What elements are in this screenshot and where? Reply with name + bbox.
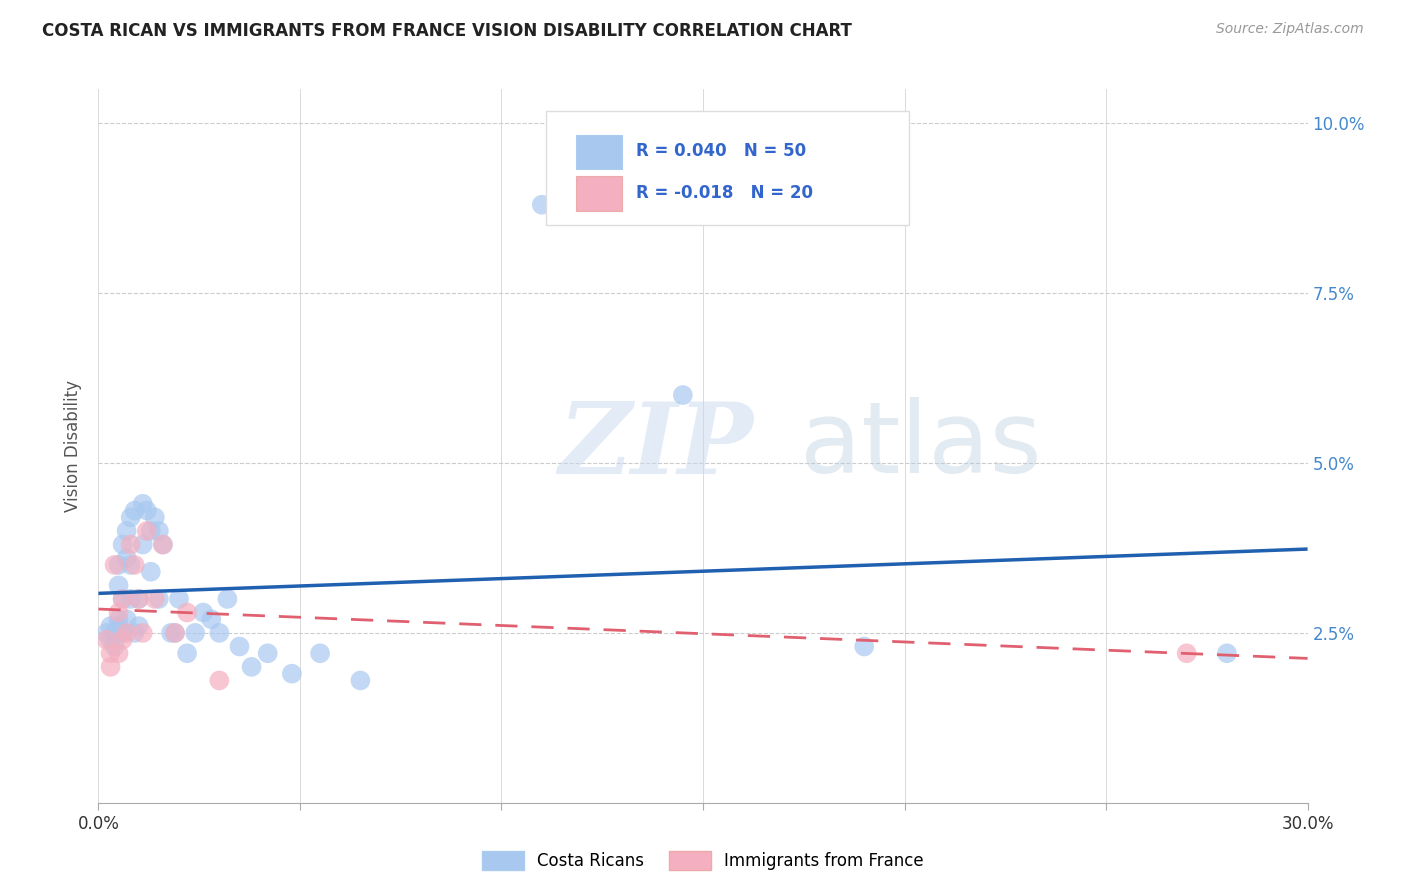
Point bbox=[160, 626, 183, 640]
Point bbox=[132, 626, 155, 640]
Point bbox=[139, 565, 162, 579]
Point bbox=[256, 646, 278, 660]
Text: R = -0.018   N = 20: R = -0.018 N = 20 bbox=[637, 184, 814, 202]
Point bbox=[135, 524, 157, 538]
Point bbox=[132, 537, 155, 551]
Point bbox=[349, 673, 371, 688]
Point bbox=[100, 619, 122, 633]
Point bbox=[100, 646, 122, 660]
Text: R = 0.040   N = 50: R = 0.040 N = 50 bbox=[637, 143, 807, 161]
Point bbox=[208, 626, 231, 640]
Point bbox=[281, 666, 304, 681]
Point bbox=[148, 524, 170, 538]
Point bbox=[128, 591, 150, 606]
Point bbox=[120, 510, 142, 524]
Point bbox=[111, 537, 134, 551]
Text: ZIP: ZIP bbox=[558, 398, 752, 494]
Point bbox=[103, 640, 125, 654]
Point bbox=[530, 198, 553, 212]
Point bbox=[184, 626, 207, 640]
FancyBboxPatch shape bbox=[546, 111, 908, 225]
Point bbox=[228, 640, 250, 654]
Point bbox=[163, 626, 186, 640]
Point bbox=[152, 537, 174, 551]
Point bbox=[115, 524, 138, 538]
Point bbox=[135, 503, 157, 517]
Point bbox=[107, 578, 129, 592]
Text: COSTA RICAN VS IMMIGRANTS FROM FRANCE VISION DISABILITY CORRELATION CHART: COSTA RICAN VS IMMIGRANTS FROM FRANCE VI… bbox=[42, 22, 852, 40]
Point bbox=[100, 632, 122, 647]
Point bbox=[124, 558, 146, 572]
Point bbox=[100, 660, 122, 674]
Point bbox=[120, 537, 142, 551]
Point bbox=[240, 660, 263, 674]
Point bbox=[107, 646, 129, 660]
Point bbox=[132, 497, 155, 511]
Point bbox=[111, 626, 134, 640]
Point bbox=[111, 591, 134, 606]
FancyBboxPatch shape bbox=[576, 135, 621, 169]
Point bbox=[139, 524, 162, 538]
Point bbox=[124, 503, 146, 517]
Point bbox=[120, 591, 142, 606]
Point bbox=[217, 591, 239, 606]
Point bbox=[672, 388, 695, 402]
Point bbox=[148, 591, 170, 606]
Y-axis label: Vision Disability: Vision Disability bbox=[65, 380, 83, 512]
Point bbox=[143, 510, 166, 524]
Point bbox=[103, 626, 125, 640]
Point bbox=[111, 632, 134, 647]
Point bbox=[208, 673, 231, 688]
Point bbox=[115, 612, 138, 626]
Point bbox=[120, 558, 142, 572]
Point bbox=[124, 626, 146, 640]
Point bbox=[115, 551, 138, 566]
Point bbox=[115, 626, 138, 640]
Point bbox=[107, 558, 129, 572]
Point bbox=[193, 606, 215, 620]
Point bbox=[96, 626, 118, 640]
Point bbox=[1175, 646, 1198, 660]
Point bbox=[107, 619, 129, 633]
FancyBboxPatch shape bbox=[576, 177, 621, 211]
Point bbox=[1216, 646, 1239, 660]
Point bbox=[152, 537, 174, 551]
Point bbox=[163, 626, 186, 640]
Point bbox=[176, 646, 198, 660]
Point bbox=[167, 591, 190, 606]
Text: Source: ZipAtlas.com: Source: ZipAtlas.com bbox=[1216, 22, 1364, 37]
Point bbox=[128, 591, 150, 606]
Point bbox=[107, 606, 129, 620]
Point bbox=[103, 558, 125, 572]
Point bbox=[128, 619, 150, 633]
Text: atlas: atlas bbox=[800, 398, 1042, 494]
Point bbox=[853, 640, 876, 654]
Point bbox=[176, 606, 198, 620]
Point bbox=[200, 612, 222, 626]
Legend: Costa Ricans, Immigrants from France: Costa Ricans, Immigrants from France bbox=[475, 844, 931, 877]
Point bbox=[143, 591, 166, 606]
Point bbox=[96, 632, 118, 647]
Point bbox=[309, 646, 332, 660]
Point bbox=[107, 612, 129, 626]
Point bbox=[111, 591, 134, 606]
